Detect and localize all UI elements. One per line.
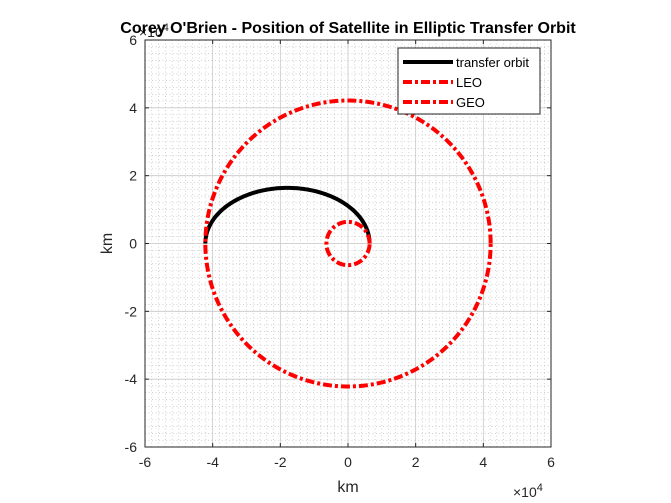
y-tick-label: -4 — [125, 371, 138, 387]
x-tick-label: 4 — [479, 454, 487, 470]
y-tick-label: 4 — [129, 100, 137, 116]
y-exponent-label: ×104 — [139, 22, 169, 40]
series-geo-line — [203, 98, 493, 389]
y-tick-label: 0 — [129, 236, 137, 252]
x-tick-label: -4 — [206, 454, 219, 470]
legend-label-transfer-orbit: transfer orbit — [456, 55, 529, 70]
series-layer — [203, 98, 493, 389]
y-axis-label: km — [99, 233, 116, 254]
ticks: -6 -4 -2 0 2 4 6 -6 -4 -2 0 2 4 6 — [125, 32, 556, 470]
x-tick-label: 6 — [547, 454, 555, 470]
x-axis-label: km — [337, 479, 358, 496]
y-tick-label: 6 — [129, 32, 137, 48]
chart-title: Corey O'Brien - Position of Satellite in… — [120, 20, 576, 37]
x-tick-label: -2 — [274, 454, 287, 470]
x-tick-label: -6 — [139, 454, 152, 470]
y-tick-label: 2 — [129, 168, 137, 184]
x-exponent-label: ×104 — [513, 482, 543, 500]
y-tick-label: -6 — [125, 439, 138, 455]
legend-label-geo: GEO — [456, 95, 485, 110]
legend-label-leo: LEO — [456, 75, 482, 90]
series-leo-line — [324, 219, 372, 268]
series-transfer-orbit-line — [203, 185, 372, 245]
x-tick-label: 0 — [344, 454, 352, 470]
y-tick-label: -2 — [125, 303, 138, 319]
legend: transfer orbit LEO GEO — [397, 47, 541, 115]
x-tick-label: 2 — [412, 454, 420, 470]
